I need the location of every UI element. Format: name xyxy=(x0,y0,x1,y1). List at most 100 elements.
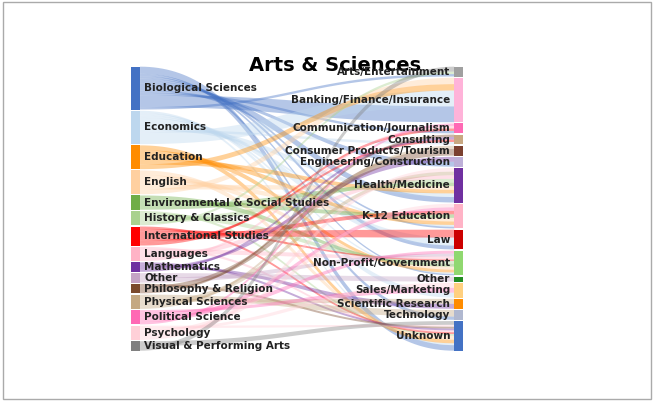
Text: Engineering/Construction: Engineering/Construction xyxy=(300,157,450,167)
Polygon shape xyxy=(140,253,455,283)
Text: Other: Other xyxy=(417,274,450,284)
Text: Arts & Sciences: Arts & Sciences xyxy=(249,56,421,75)
Bar xyxy=(455,78,464,122)
Polygon shape xyxy=(140,213,455,264)
Polygon shape xyxy=(140,113,455,298)
Polygon shape xyxy=(140,95,455,122)
Bar xyxy=(131,326,140,340)
Bar xyxy=(455,251,464,275)
Polygon shape xyxy=(140,137,455,272)
Polygon shape xyxy=(140,249,455,259)
Polygon shape xyxy=(140,180,455,221)
Polygon shape xyxy=(140,155,455,225)
Polygon shape xyxy=(140,67,455,351)
Bar xyxy=(455,283,464,298)
Polygon shape xyxy=(140,111,455,345)
Text: Physical Sciences: Physical Sciences xyxy=(144,297,248,307)
Polygon shape xyxy=(140,123,455,227)
Polygon shape xyxy=(140,160,455,193)
Polygon shape xyxy=(140,67,455,351)
Polygon shape xyxy=(140,168,455,340)
Bar xyxy=(455,277,464,282)
Polygon shape xyxy=(140,149,455,291)
Polygon shape xyxy=(140,325,455,328)
Text: Consulting: Consulting xyxy=(387,134,450,144)
Text: Languages: Languages xyxy=(144,249,208,259)
Bar xyxy=(455,146,464,156)
Polygon shape xyxy=(140,83,455,203)
Polygon shape xyxy=(140,146,455,309)
Text: Education: Education xyxy=(144,152,203,162)
Polygon shape xyxy=(140,125,455,197)
Bar xyxy=(131,247,140,261)
Text: Scientific Research: Scientific Research xyxy=(337,299,450,309)
Bar xyxy=(455,204,464,229)
Text: Non-Profit/Government: Non-Profit/Government xyxy=(313,258,450,268)
Polygon shape xyxy=(140,157,455,269)
Polygon shape xyxy=(140,118,455,245)
Polygon shape xyxy=(140,175,455,259)
Polygon shape xyxy=(140,251,455,317)
Polygon shape xyxy=(140,179,455,223)
Polygon shape xyxy=(140,91,455,144)
Text: Political Science: Political Science xyxy=(144,312,241,322)
Bar xyxy=(131,67,140,109)
Text: Arts/Entertainment: Arts/Entertainment xyxy=(337,67,450,77)
Polygon shape xyxy=(140,140,455,243)
Polygon shape xyxy=(140,204,455,335)
Polygon shape xyxy=(140,172,455,306)
Polygon shape xyxy=(140,229,455,261)
Polygon shape xyxy=(140,283,455,330)
Text: English: English xyxy=(144,177,187,187)
Bar xyxy=(131,227,140,245)
Polygon shape xyxy=(140,211,455,241)
Text: Health/Medicine: Health/Medicine xyxy=(354,180,450,190)
Polygon shape xyxy=(140,76,455,275)
Polygon shape xyxy=(140,93,455,134)
Bar xyxy=(131,195,140,210)
Text: Banking/Finance/Insurance: Banking/Finance/Insurance xyxy=(291,95,450,105)
Polygon shape xyxy=(140,295,455,316)
Polygon shape xyxy=(140,170,455,340)
Text: Unknown: Unknown xyxy=(396,331,450,341)
Polygon shape xyxy=(140,265,455,309)
Bar xyxy=(455,299,464,309)
Polygon shape xyxy=(140,78,455,194)
Polygon shape xyxy=(140,321,455,346)
Bar xyxy=(131,341,140,351)
Text: Mathematics: Mathematics xyxy=(144,262,220,272)
Text: Biological Sciences: Biological Sciences xyxy=(144,83,257,93)
Text: Philosophy & Religion: Philosophy & Religion xyxy=(144,284,273,294)
Bar xyxy=(455,230,464,249)
Polygon shape xyxy=(140,211,455,336)
Polygon shape xyxy=(140,135,455,294)
Text: International Studies: International Studies xyxy=(144,231,269,241)
Text: History & Classics: History & Classics xyxy=(144,213,250,223)
Text: Other: Other xyxy=(144,273,177,283)
Polygon shape xyxy=(140,182,455,210)
Polygon shape xyxy=(140,262,455,330)
Polygon shape xyxy=(140,288,455,312)
Polygon shape xyxy=(140,247,455,332)
Polygon shape xyxy=(140,72,455,225)
Text: Economics: Economics xyxy=(144,122,206,132)
Bar xyxy=(131,284,140,294)
Bar xyxy=(455,321,464,351)
Bar xyxy=(131,170,140,194)
Bar xyxy=(131,273,140,283)
Polygon shape xyxy=(140,128,455,245)
Polygon shape xyxy=(140,227,455,334)
Bar xyxy=(455,67,464,77)
Polygon shape xyxy=(140,79,455,249)
Polygon shape xyxy=(140,145,455,343)
Text: Environmental & Social Studies: Environmental & Social Studies xyxy=(144,198,330,208)
Polygon shape xyxy=(140,299,455,304)
Bar xyxy=(131,262,140,272)
Text: Psychology: Psychology xyxy=(144,328,211,338)
Polygon shape xyxy=(140,84,455,169)
Text: Law: Law xyxy=(427,235,450,245)
Text: K-12 Education: K-12 Education xyxy=(362,211,450,221)
Polygon shape xyxy=(140,130,455,144)
Text: Sales/Marketing: Sales/Marketing xyxy=(355,285,450,295)
Bar xyxy=(455,168,464,203)
